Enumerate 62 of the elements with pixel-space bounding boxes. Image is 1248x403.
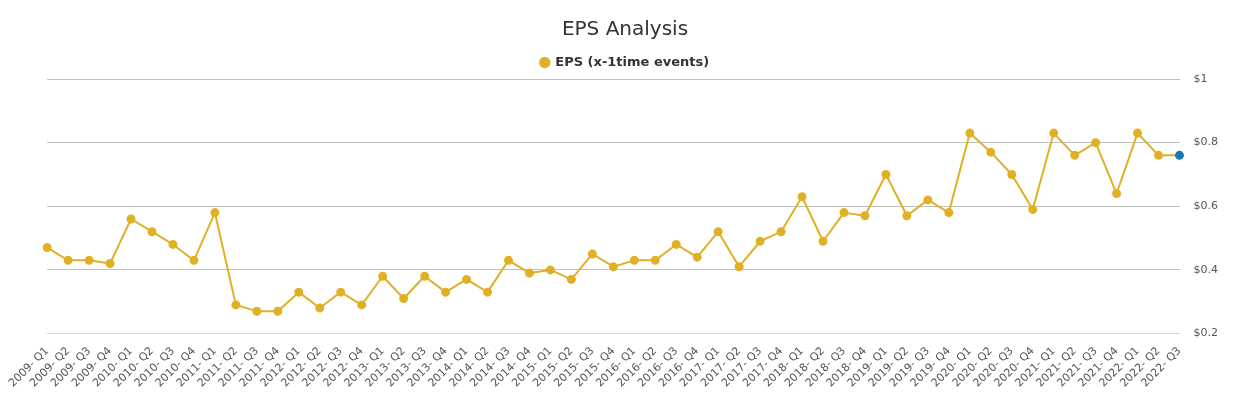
point	[399, 294, 409, 304]
point	[105, 259, 115, 269]
point	[462, 274, 472, 284]
point	[189, 255, 199, 265]
point	[839, 208, 849, 218]
point	[1070, 150, 1080, 160]
point	[692, 252, 702, 262]
point	[650, 255, 660, 265]
point	[420, 271, 430, 281]
point	[1049, 128, 1059, 138]
point	[441, 287, 451, 297]
point	[881, 169, 891, 179]
point	[986, 147, 996, 157]
point	[252, 306, 262, 316]
point	[902, 211, 912, 221]
point	[671, 239, 681, 249]
point	[63, 255, 73, 265]
point	[566, 274, 576, 284]
point	[294, 287, 304, 297]
point	[357, 300, 367, 310]
point	[587, 249, 597, 259]
point	[818, 236, 828, 246]
point	[84, 255, 94, 265]
point	[126, 214, 136, 224]
point	[629, 255, 639, 265]
point	[1028, 204, 1038, 214]
point	[336, 287, 346, 297]
point	[860, 211, 870, 221]
point	[755, 236, 765, 246]
point	[210, 208, 220, 218]
point	[42, 243, 52, 253]
point	[1007, 169, 1017, 179]
chart-title: EPS Analysis	[561, 16, 689, 41]
point	[1154, 150, 1164, 160]
y-tick-label: $0.8	[1193, 135, 1219, 149]
point	[1133, 128, 1143, 138]
point	[944, 208, 954, 218]
point	[545, 265, 555, 275]
y-tick-label: $0.4	[1193, 262, 1219, 276]
point	[315, 303, 325, 313]
point	[503, 255, 513, 265]
point	[797, 192, 807, 202]
point	[273, 306, 283, 316]
point	[378, 271, 388, 281]
point	[1091, 138, 1101, 148]
point	[923, 195, 933, 205]
point	[168, 239, 178, 249]
point	[713, 227, 723, 237]
point	[524, 268, 534, 278]
point	[734, 262, 744, 272]
point	[965, 128, 975, 138]
point	[483, 287, 493, 297]
y-tick-label: $0.2	[1193, 326, 1219, 340]
y-tick-label: $0.6	[1193, 199, 1219, 213]
legend-label: EPS (x-1time events)	[555, 53, 710, 69]
point	[147, 227, 157, 237]
point	[231, 300, 241, 310]
point	[776, 227, 786, 237]
point	[608, 262, 618, 272]
y-tick-label: $1	[1193, 71, 1208, 85]
point	[1175, 150, 1185, 160]
point	[1112, 189, 1122, 199]
